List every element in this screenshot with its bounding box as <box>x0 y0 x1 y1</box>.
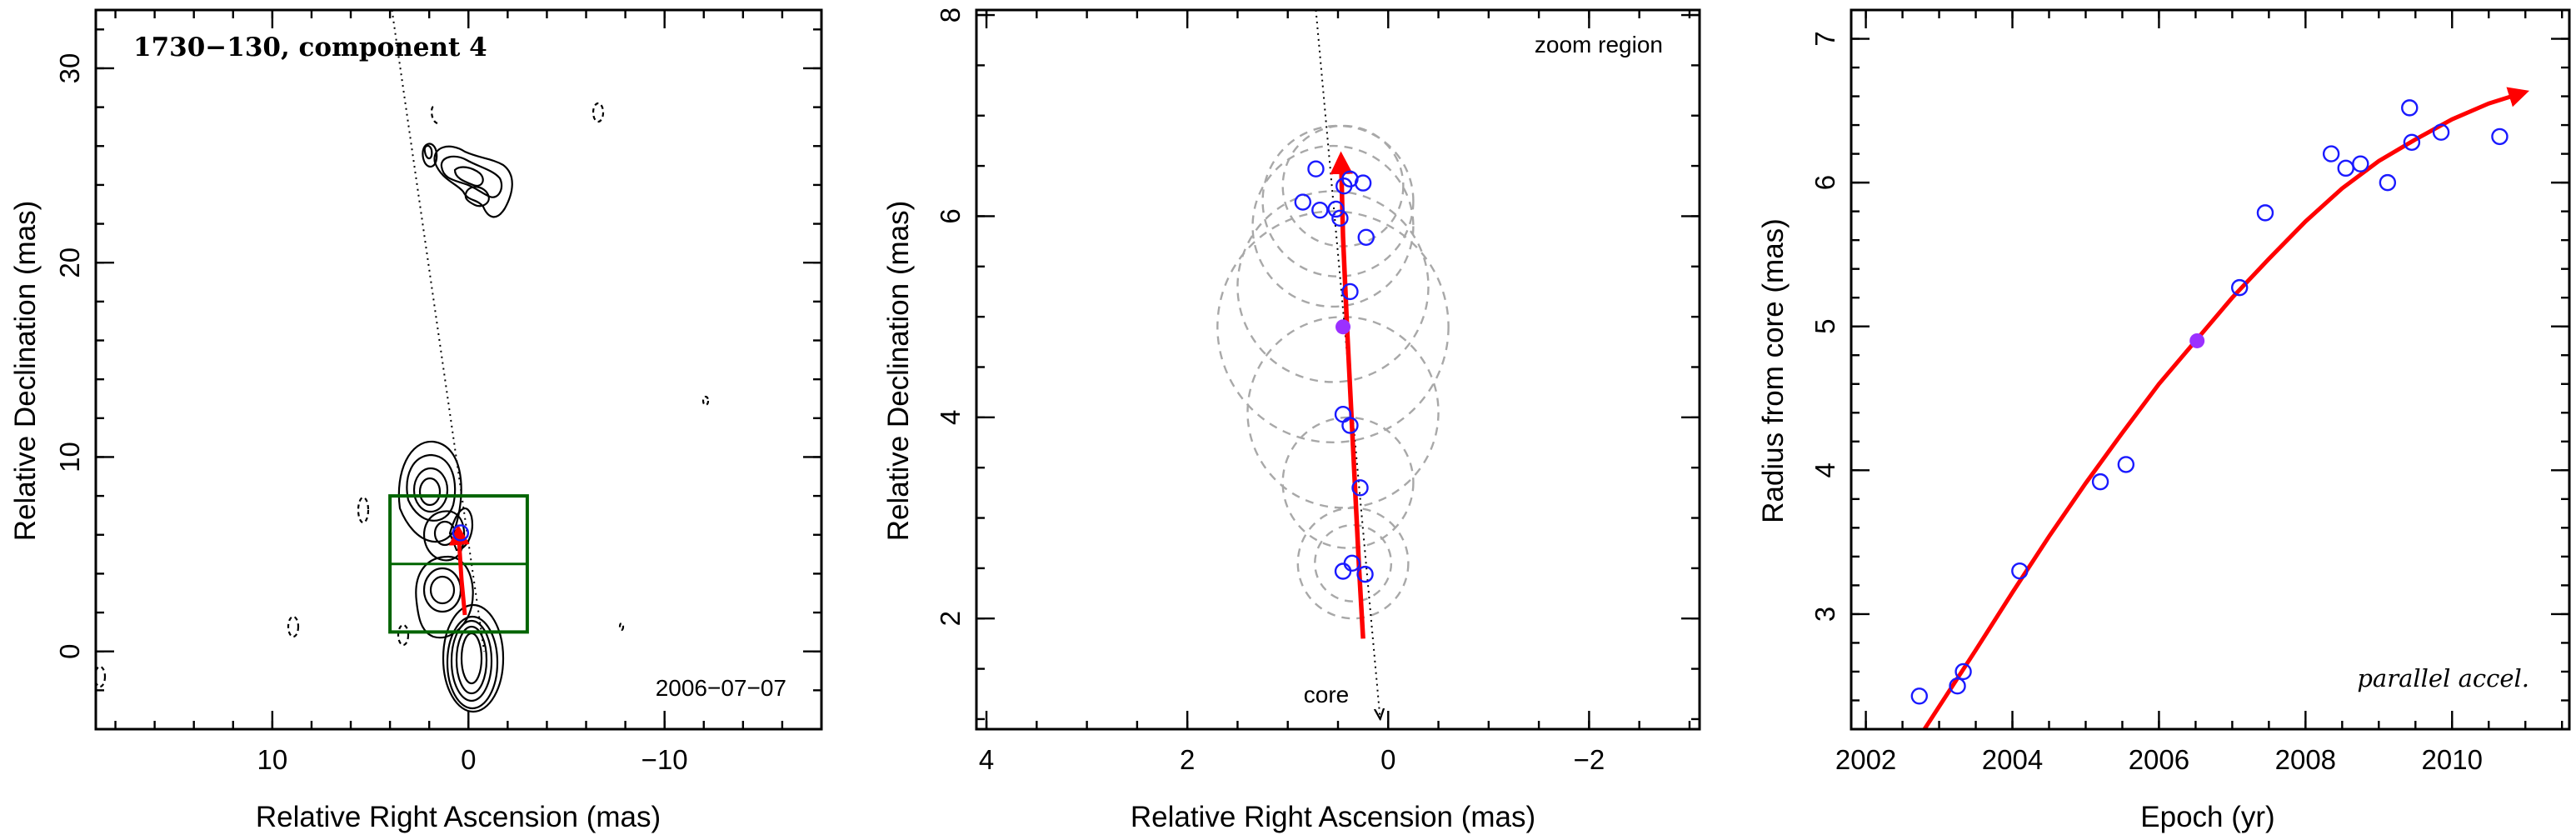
y-tick-label: 30 <box>54 53 85 84</box>
y-tick-label: 3 <box>1810 607 1840 622</box>
x-tick-label: 0 <box>1380 744 1395 775</box>
y-tick-label: 20 <box>54 248 85 278</box>
panel-2-frame <box>975 8 1701 731</box>
x-tick-label: 2006 <box>2129 744 2189 775</box>
panel-1-frame <box>94 8 823 731</box>
panel-2-x-axis-title: Relative Right Ascension (mas) <box>1131 801 1535 833</box>
panel-2-ticks: 4 2 0 −2 2 4 6 8 <box>935 8 1700 775</box>
x-tick-label: 2008 <box>2275 744 2336 775</box>
data-point <box>1294 193 1312 211</box>
data-point <box>2322 145 2340 162</box>
data-point <box>1331 209 1349 228</box>
panel-3-radius-vs-epoch: 2002 2004 2006 2008 2010 3 4 5 6 7 parallel accel… <box>1757 8 2571 833</box>
data-point <box>2379 173 2397 192</box>
error-circle <box>1216 210 1450 444</box>
panel-2-zoom: 4 2 0 −2 2 4 6 8 zoom region core Relative Righ… <box>882 8 1701 833</box>
data-point <box>1334 562 1352 580</box>
data-point <box>1351 479 1369 497</box>
panel-3-annotation: parallel accel. <box>2357 664 2529 692</box>
panel-3-highlight-point <box>2189 332 2205 348</box>
y-tick-label: 0 <box>54 644 85 659</box>
x-tick-label: 2 <box>1180 744 1195 775</box>
data-point <box>1334 406 1352 423</box>
error-circle <box>1251 144 1415 308</box>
y-tick-label: 6 <box>935 208 966 223</box>
panel-3-frame <box>1850 8 2571 731</box>
panel-1-motion-track <box>448 524 470 616</box>
data-point <box>2091 472 2109 491</box>
data-point <box>1949 678 1966 695</box>
panel-1-x-axis-title: Relative Right Ascension (mas) <box>256 801 661 833</box>
y-tick-label: 8 <box>935 8 966 22</box>
x-tick-label: 2004 <box>1982 744 2043 775</box>
data-point <box>2401 99 2419 117</box>
panel-3-fit-curve <box>1922 87 2529 729</box>
error-circle <box>1281 416 1415 549</box>
panel-2-points <box>1294 160 1375 583</box>
data-point <box>1335 178 1353 195</box>
error-circle <box>1261 124 1415 278</box>
panel-1-ticks: 10 0 −10 0 10 20 30 <box>54 10 823 775</box>
data-point <box>2352 155 2369 172</box>
data-point <box>1307 160 1325 178</box>
error-circle <box>1296 507 1410 620</box>
data-point <box>2432 123 2450 141</box>
panel-2-core-label: core <box>1304 682 1349 708</box>
panel-2-y-axis-title: Relative Declination (mas) <box>882 201 915 541</box>
panel-1-y-axis-title: Relative Declination (mas) <box>9 201 42 541</box>
panel-1-highlight-marker <box>452 524 470 542</box>
y-tick-label: 5 <box>1810 319 1840 334</box>
data-point <box>2491 128 2509 146</box>
panel-2-highlight-point <box>1335 319 1351 335</box>
x-tick-label: 2002 <box>1835 744 1896 775</box>
panel-1-contour-map: 10 0 −10 0 10 20 30 1730−130, component 4 2006… <box>9 8 823 833</box>
x-tick-label: 4 <box>979 744 994 775</box>
data-point <box>1327 200 1345 218</box>
panel-2-fit-path <box>1330 151 1365 639</box>
data-point <box>2117 456 2135 473</box>
panel-1-contours <box>96 102 710 713</box>
panel-1-epoch-label: 2006−07−07 <box>656 675 786 701</box>
data-point <box>1910 688 1929 705</box>
y-tick-label: 6 <box>1810 175 1840 190</box>
panel-1-jet-direction-line <box>391 9 486 652</box>
panel-3-x-axis-title: Epoch (yr) <box>2140 801 2274 833</box>
data-point <box>1356 565 1374 583</box>
data-point <box>2230 278 2249 297</box>
data-point <box>2337 159 2354 178</box>
x-tick-label: 10 <box>257 744 288 775</box>
data-point <box>1954 662 1972 681</box>
data-point <box>2403 133 2421 151</box>
data-point <box>1357 228 1375 246</box>
panel-2-error-circles <box>1216 124 1450 620</box>
data-point <box>2011 562 2029 580</box>
x-tick-label: −2 <box>1574 744 1605 775</box>
error-circle <box>1314 523 1393 602</box>
y-tick-label: 2 <box>935 611 966 626</box>
panel-3-y-axis-title: Radius from core (mas) <box>1757 218 1790 523</box>
y-tick-label: 10 <box>54 442 85 472</box>
data-point <box>2256 204 2274 222</box>
error-circle <box>1236 190 1430 383</box>
panel-2-corner-label: zoom region <box>1535 32 1663 58</box>
data-point <box>1354 174 1372 192</box>
panel-3-points <box>1910 99 2509 705</box>
data-point <box>1341 282 1359 301</box>
x-tick-label: −10 <box>642 744 688 775</box>
y-tick-label: 7 <box>1810 31 1840 46</box>
data-point <box>1341 417 1359 434</box>
y-tick-label: 4 <box>1810 462 1840 478</box>
panel-3-ticks: 2002 2004 2006 2008 2010 3 4 5 6 7 <box>1810 8 2569 775</box>
x-tick-label: 2010 <box>2422 744 2483 775</box>
y-tick-label: 4 <box>935 410 966 425</box>
x-tick-label: 0 <box>461 744 476 775</box>
panel-1-title: 1730−130, component 4 <box>133 32 487 62</box>
data-point <box>1311 201 1329 219</box>
